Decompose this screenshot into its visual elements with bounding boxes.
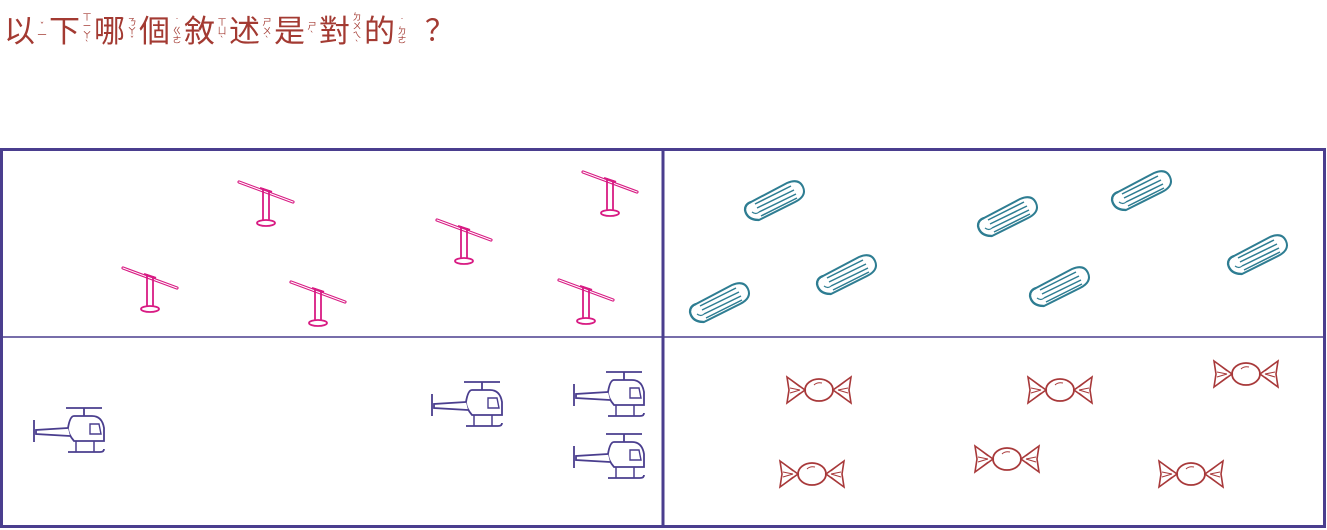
- question-mark: ？: [425, 14, 455, 49]
- question-char: 下ㄒㄧㄚˋ: [49, 13, 92, 51]
- question-char: 述ㄕㄨˋ: [229, 14, 272, 50]
- picture-grid: [0, 148, 1327, 530]
- eraser-icon: [1226, 234, 1289, 276]
- question-char: 敘ㄒㄩˋ: [184, 14, 227, 50]
- eraser-icon: [976, 196, 1039, 238]
- eraser-icon: [1110, 170, 1173, 212]
- panel-helicopters: [33, 371, 645, 479]
- seesaw-icon: [121, 266, 179, 314]
- seesaw-icon: [237, 180, 295, 228]
- question-char: 是ㄕˋ: [274, 14, 317, 50]
- seesaw-icon: [557, 278, 615, 326]
- panel-erasers: [688, 170, 1289, 324]
- panel-seesaws: [121, 170, 639, 328]
- candy-icon: [786, 376, 852, 404]
- helicopter-icon: [33, 407, 105, 453]
- picture-grid-svg: [0, 148, 1326, 528]
- candy-icon: [1158, 460, 1224, 488]
- question-char: 的 ˙ㄉㄜ: [364, 14, 407, 50]
- question-text: 以 ˇ一 下ㄒㄧㄚˋ 哪ㄋㄚˇ 個 ˙ㄍㄜ 敘ㄒㄩˋ 述ㄕㄨˋ 是ㄕˋ 對ㄉㄨㄟˋ …: [4, 2, 455, 52]
- seesaw-icon: [435, 218, 493, 266]
- panel-candies: [779, 360, 1279, 488]
- question-char: 以 ˇ一: [4, 14, 47, 50]
- eraser-icon: [743, 180, 806, 222]
- helicopter-icon: [573, 433, 645, 479]
- eraser-icon: [815, 254, 878, 296]
- helicopter-icon: [431, 381, 503, 427]
- candy-icon: [974, 445, 1040, 473]
- helicopter-icon: [573, 371, 645, 417]
- candy-icon: [779, 460, 845, 488]
- seesaw-icon: [289, 280, 347, 328]
- question-char: 對ㄉㄨㄟˋ: [319, 13, 362, 51]
- candy-icon: [1213, 360, 1279, 388]
- seesaw-icon: [581, 170, 639, 218]
- question-char: 個 ˙ㄍㄜ: [139, 14, 182, 50]
- candy-icon: [1027, 376, 1093, 404]
- eraser-icon: [1028, 266, 1091, 308]
- question-char: 哪ㄋㄚˇ: [94, 14, 137, 50]
- eraser-icon: [688, 282, 751, 324]
